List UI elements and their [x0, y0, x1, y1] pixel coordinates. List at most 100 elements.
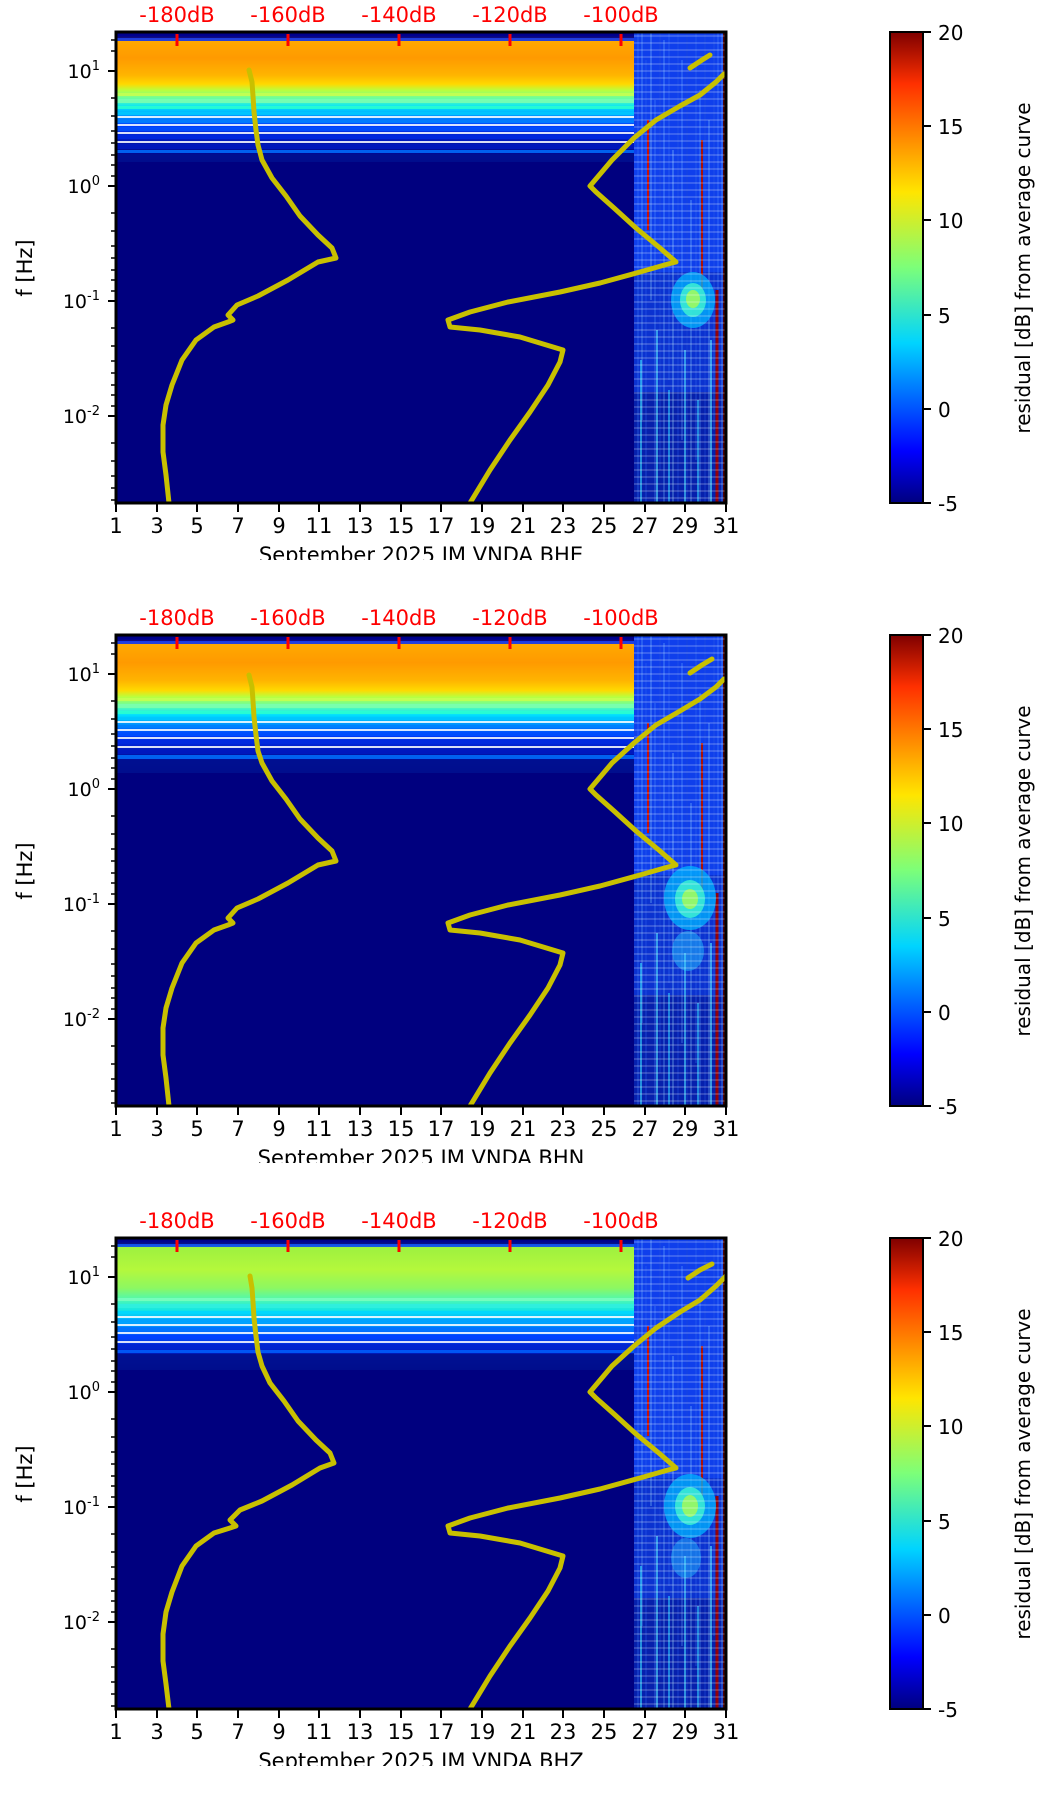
x-tick-label: 5	[190, 514, 203, 538]
x-tick-label: 19	[469, 514, 496, 538]
svg-text:10-2: 10-2	[63, 404, 100, 428]
top-tick-label: -180dB	[139, 1209, 214, 1233]
svg-text:10-1: 10-1	[63, 289, 100, 313]
plot-area	[114, 633, 728, 1108]
bottom-axis: 1 3 5 7 9 11 13 15 17 19 21 23 25 27 29 …	[109, 503, 739, 538]
y-axis-title: f [Hz]	[13, 1445, 37, 1502]
colorbar-title: residual [dB] from average curve	[1011, 1308, 1035, 1639]
top-axis: -180dB -160dB -140dB -120dB -100dB	[139, 3, 659, 46]
psd-measured-curve	[687, 656, 715, 676]
svg-text:10-1: 10-1	[63, 892, 100, 916]
x-tick-label: 13	[347, 1117, 374, 1141]
top-tick-label: -180dB	[139, 606, 214, 630]
x-tick-label: 13	[347, 514, 374, 538]
y-axis: 101 100 10-1 10-2 f [Hz]	[13, 39, 116, 501]
panel-bhn: -180dB -160dB -140dB -120dB -100dB 1	[0, 603, 1052, 1163]
x-tick-label: 31	[713, 514, 740, 538]
svg-text:10-1: 10-1	[63, 1495, 100, 1519]
top-tick-label: -100dB	[583, 3, 658, 27]
x-tick-label: 7	[231, 1117, 244, 1141]
panel-bhn-svg: -180dB -160dB -140dB -120dB -100dB 1	[13, 606, 1035, 1163]
x-tick-label: 19	[469, 1117, 496, 1141]
svg-text:100: 100	[68, 1380, 100, 1404]
panel-bhe: -180dB -160dB -140dB -120dB -100dB	[0, 0, 1052, 560]
x-tick-label: 27	[632, 1117, 659, 1141]
x-tick-label: 21	[510, 1117, 537, 1141]
colorbar-tick-label: 20	[938, 624, 963, 648]
y-axis-title: f [Hz]	[13, 239, 37, 296]
top-tick-label: -140dB	[361, 3, 436, 27]
x-tick-label: 29	[672, 1720, 699, 1744]
svg-text:101: 101	[68, 1265, 100, 1289]
colorbar-tick-label: 5	[938, 907, 951, 931]
top-tick-label: -120dB	[472, 3, 547, 27]
colorbar: 20 15 10 5 0 -5 residual [dB] from avera…	[889, 1227, 1035, 1722]
psd-low-noise-curve	[160, 67, 339, 503]
svg-text:101: 101	[68, 59, 100, 83]
colorbar-title: residual [dB] from average curve	[1011, 705, 1035, 1036]
panel-bhz: -180dB -160dB -140dB -120dB -100dB 1	[0, 1206, 1052, 1766]
x-tick-label: 11	[306, 514, 333, 538]
x-tick-label: 25	[591, 514, 618, 538]
panel-axis-title: September 2025 IM VNDA BHE	[259, 543, 583, 560]
x-tick-label: 3	[150, 1720, 163, 1744]
colorbar-tick-label: 10	[938, 209, 963, 233]
top-tick-label: -180dB	[139, 3, 214, 27]
colorbar-tick-label: 5	[938, 304, 951, 328]
top-tick-label: -100dB	[583, 606, 658, 630]
panel-axis-title: September 2025 IM VNDA BHZ	[258, 1749, 583, 1766]
colorbar-tick-label: 15	[938, 1321, 963, 1345]
x-tick-label: 5	[190, 1720, 203, 1744]
svg-text:100: 100	[68, 777, 100, 801]
x-tick-label: 9	[272, 1117, 285, 1141]
x-tick-label: 17	[428, 1720, 455, 1744]
x-tick-label: 11	[306, 1117, 333, 1141]
colorbar-tick-label: 20	[938, 1227, 963, 1251]
top-tick-label: -160dB	[250, 3, 325, 27]
svg-text:101: 101	[68, 662, 100, 686]
psd-low-noise-curve	[160, 672, 339, 1106]
bottom-axis: 1 3 5 7 9 11 13 15 17 19 21 23 25 27 29 …	[109, 1709, 739, 1744]
colorbar-tick-label: -5	[938, 1095, 958, 1119]
psd-high-noise-curve	[445, 1273, 726, 1709]
x-tick-label: 1	[109, 1117, 122, 1141]
x-tick-label: 25	[591, 1117, 618, 1141]
x-tick-label: 27	[632, 514, 659, 538]
svg-text:10-2: 10-2	[63, 1007, 100, 1031]
x-tick-label: 31	[713, 1720, 740, 1744]
colorbar-tick-label: 5	[938, 1510, 951, 1534]
colorbar: 20 15 10 5 0 -5 residual [dB] from avera…	[889, 624, 1035, 1119]
x-tick-label: 3	[150, 1117, 163, 1141]
psd-measured-curve	[685, 1261, 715, 1281]
x-tick-label: 29	[672, 514, 699, 538]
x-tick-label: 15	[388, 1720, 415, 1744]
top-tick-label: -120dB	[472, 606, 547, 630]
x-tick-label: 15	[388, 1117, 415, 1141]
y-axis: 101 100 10-1 10-2 f [Hz]	[13, 1245, 116, 1707]
colorbar-tick-label: 15	[938, 115, 963, 139]
x-tick-label: 25	[591, 1720, 618, 1744]
x-tick-label: 5	[190, 1117, 203, 1141]
x-tick-label: 13	[347, 1720, 374, 1744]
colorbar-tick-label: 0	[938, 1001, 951, 1025]
panel-bhz-svg: -180dB -160dB -140dB -120dB -100dB 1	[13, 1209, 1035, 1766]
top-tick-label: -160dB	[250, 606, 325, 630]
panel-axis-title: September 2025 IM VNDA BHN	[258, 1146, 585, 1163]
bottom-axis: 1 3 5 7 9 11 13 15 17 19 21 23 25 27 29 …	[109, 1106, 739, 1141]
svg-text:100: 100	[68, 174, 100, 198]
psd-low-noise-curve	[160, 1273, 337, 1709]
colorbar-tick-label: 10	[938, 812, 963, 836]
colorbar-tick-label: 15	[938, 718, 963, 742]
y-tick-label: 101 100 10-1 10-2	[63, 1265, 100, 1634]
panel-bhe-svg: -180dB -160dB -140dB -120dB -100dB	[13, 3, 1035, 560]
colorbar-tick-label: -5	[938, 492, 958, 516]
colorbar-tick-label: 10	[938, 1415, 963, 1439]
x-tick-label: 9	[272, 1720, 285, 1744]
x-tick-label: 15	[388, 514, 415, 538]
x-tick-label: 17	[428, 1117, 455, 1141]
x-tick-label: 1	[109, 1720, 122, 1744]
x-tick-label: 29	[672, 1117, 699, 1141]
x-tick-label: 19	[469, 1720, 496, 1744]
x-tick-label: 11	[306, 1720, 333, 1744]
